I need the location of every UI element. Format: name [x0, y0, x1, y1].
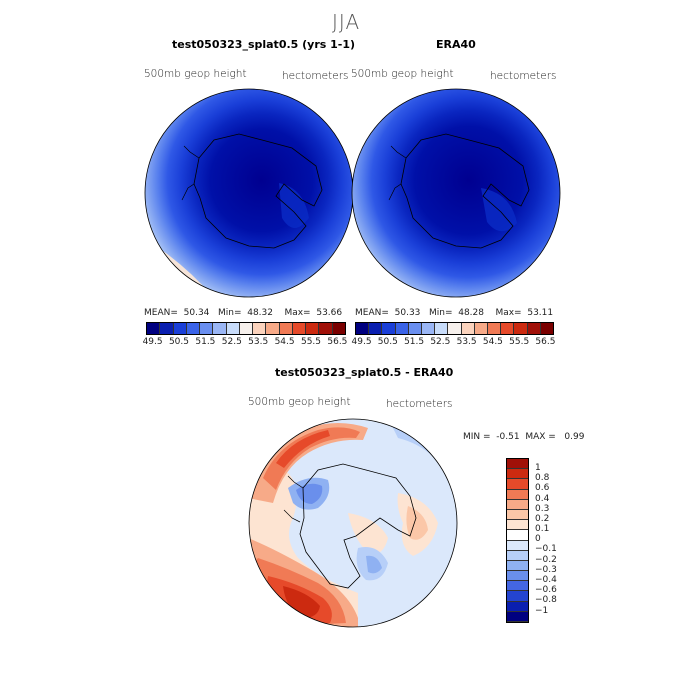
colorbar-swatch	[507, 509, 528, 521]
colorbar-swatch	[507, 530, 528, 541]
colorbar-swatch	[507, 591, 528, 602]
colorbar-swatch	[474, 323, 489, 334]
colorbar-tick-label: −0.6	[535, 585, 557, 596]
colorbar-swatch	[507, 550, 528, 561]
colorbar-tick-label: 50.5	[377, 337, 398, 347]
colorbar-tick-label: −0.3	[535, 564, 557, 575]
colorbar-tick-label: 0.4	[535, 493, 550, 504]
right-variable-label: 500mb geop height	[351, 68, 454, 80]
right-units-label: hectometers	[490, 70, 557, 82]
colorbar-swatch	[507, 459, 528, 470]
colorbar-swatch	[369, 323, 383, 334]
colorbar-swatch	[448, 323, 462, 334]
colorbar-swatch	[507, 581, 528, 592]
colorbar-swatch	[200, 323, 214, 334]
colorbar-swatch	[507, 540, 528, 551]
season-title: JJA	[332, 10, 361, 34]
colorbar-swatch	[507, 499, 528, 510]
left-polar-map	[144, 88, 354, 298]
colorbar-swatch	[540, 323, 554, 334]
colorbar-tick-label: 0	[535, 534, 541, 545]
colorbar-tick-label: 50.5	[168, 337, 190, 347]
diff-min-max: MIN = -0.51 MAX = 0.99	[463, 432, 585, 442]
colorbar-swatch	[461, 323, 475, 334]
colorbar-tick-label: 0.6	[535, 483, 550, 494]
colorbar-swatch	[173, 323, 187, 334]
colorbar-tick-label: −0.8	[535, 595, 557, 606]
right-stats: MEAN= 50.33 Min= 48.28 Max= 53.11	[355, 308, 554, 318]
colorbar-tick-label: 56.5	[535, 337, 556, 347]
left-panel-title: test050323_splat0.5 (yrs 1-1)	[172, 38, 356, 51]
right-colorbar	[355, 322, 554, 335]
colorbar-swatch	[147, 323, 161, 334]
colorbar-tick-label: 51.5	[195, 337, 216, 347]
colorbar-swatch	[507, 520, 528, 531]
right-colorbar-ticks: 49.5 50.5 51.5 52.5 53.5 54.5 55.5 56.5	[351, 337, 556, 349]
colorbar-swatch	[507, 560, 528, 572]
colorbar-tick-label: 52.5	[221, 337, 242, 347]
colorbar-tick-label: −0.1	[535, 544, 557, 555]
colorbar-tick-label: 56.5	[327, 337, 348, 347]
colorbar-swatch	[488, 323, 502, 334]
colorbar-tick-label: 54.5	[274, 337, 295, 347]
colorbar-swatch	[186, 323, 201, 334]
colorbar-swatch	[527, 323, 541, 334]
left-colorbar	[146, 322, 346, 335]
colorbar-swatch	[507, 601, 528, 612]
right-panel-title: ERA40	[436, 38, 476, 51]
colorbar-tick-label: 49.5	[351, 337, 372, 347]
colorbar-tick-label: 0.3	[535, 503, 550, 514]
colorbar-tick-label: 51.5	[404, 337, 425, 347]
colorbar-swatch	[435, 323, 449, 334]
colorbar-tick-label: 53.5	[456, 337, 477, 347]
colorbar-swatch	[507, 489, 528, 500]
colorbar-swatch	[356, 323, 370, 334]
colorbar-swatch	[422, 323, 436, 334]
colorbar-swatch	[514, 323, 528, 334]
colorbar-swatch	[226, 323, 240, 334]
colorbar-swatch	[319, 323, 333, 334]
colorbar-tick-label: 1	[535, 462, 541, 473]
left-colorbar-ticks: 49.5 50.5 51.5 52.5 53.5 54.5 55.5 56.5	[142, 337, 348, 349]
colorbar-swatch	[306, 323, 320, 334]
colorbar-swatch	[507, 611, 528, 622]
colorbar-swatch	[253, 323, 267, 334]
colorbar-tick-label: −0.4	[535, 575, 557, 586]
colorbar-swatch	[292, 323, 307, 334]
colorbar-tick-label: 49.5	[142, 337, 163, 347]
diff-variable-label: 500mb geop height	[248, 396, 351, 408]
colorbar-swatch	[507, 479, 528, 490]
diff-units-label: hectometers	[386, 398, 453, 410]
colorbar-swatch	[160, 323, 174, 334]
colorbar-tick-label: 53.5	[248, 337, 269, 347]
colorbar-swatch	[213, 323, 227, 334]
diff-polar-map	[248, 418, 458, 628]
colorbar-tick-label: −1	[535, 605, 549, 616]
colorbar-tick-label: 0.1	[535, 524, 550, 535]
diff-panel-title: test050323_splat0.5 - ERA40	[275, 366, 454, 379]
colorbar-tick-label: 0.2	[535, 513, 550, 524]
colorbar-tick-label: 0.8	[535, 473, 550, 484]
colorbar-tick-label: 54.5	[482, 337, 503, 347]
right-polar-map	[351, 88, 561, 298]
colorbar-swatch	[239, 323, 254, 334]
left-units-label: hectometers	[282, 70, 349, 82]
colorbar-swatch	[332, 323, 345, 334]
colorbar-tick-label: 55.5	[300, 337, 322, 347]
colorbar-tick-label: 55.5	[509, 337, 530, 347]
colorbar-swatch	[279, 323, 293, 334]
diff-colorbar	[506, 458, 529, 623]
colorbar-swatch	[266, 323, 280, 334]
colorbar-tick-label: −0.2	[535, 554, 557, 565]
diff-colorbar-ticks: 1 0.8 0.6 0.4 0.3 0.2 0.1 0 −0.1 −0.2 −0.3 −0.4 −0.6…	[535, 458, 575, 621]
left-stats: MEAN= 50.34 Min= 48.32 Max= 53.66	[144, 308, 343, 318]
colorbar-swatch	[507, 469, 528, 480]
colorbar-swatch	[408, 323, 423, 334]
colorbar-swatch	[501, 323, 515, 334]
colorbar-swatch	[395, 323, 409, 334]
colorbar-swatch	[382, 323, 396, 334]
colorbar-tick-label: 52.5	[430, 337, 451, 347]
left-variable-label: 500mb geop height	[144, 68, 247, 80]
colorbar-swatch	[507, 571, 528, 582]
